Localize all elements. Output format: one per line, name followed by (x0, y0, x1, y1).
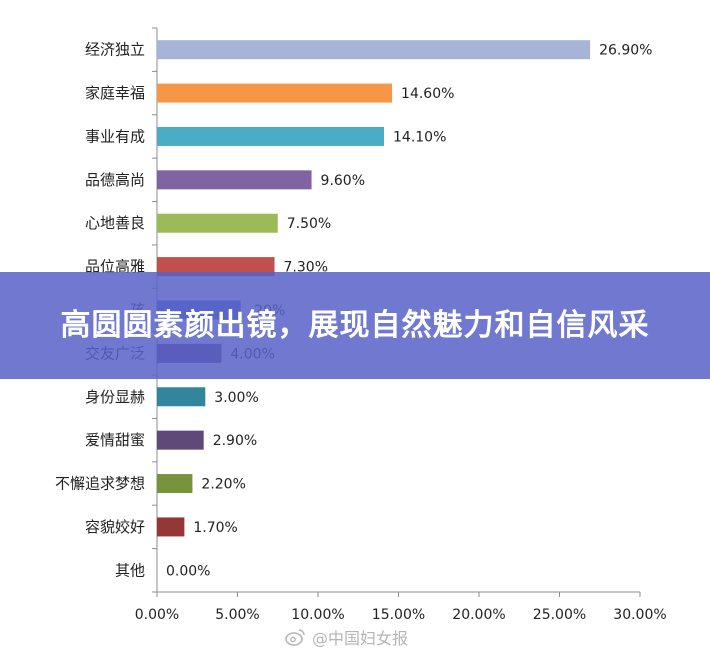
bar (157, 257, 275, 277)
data-label: 1.70% (193, 520, 237, 536)
data-label: 14.60% (401, 86, 454, 102)
category-label: 容貌姣好 (85, 518, 145, 536)
data-label: 7.30% (284, 260, 328, 276)
bar (157, 213, 278, 233)
category-label: 品位高雅 (85, 258, 145, 276)
category-label: 品德高尚 (85, 171, 145, 189)
bar (157, 474, 193, 494)
bar (157, 126, 385, 146)
category-label: 经济独立 (85, 41, 145, 59)
x-tick-label: 0.00% (135, 607, 179, 623)
category-label: 不懈追求梦想 (55, 475, 145, 493)
bar (157, 40, 591, 60)
data-label: 2.90% (213, 433, 257, 449)
banner-title: 高圆圆素颜出镜，展现自然魅力和自信风采 (60, 307, 650, 343)
data-label: 26.90% (599, 43, 652, 59)
bar (157, 387, 206, 407)
data-label: 14.10% (393, 129, 446, 145)
title-banner: 高圆圆素颜出镜，展现自然魅力和自信风采 (0, 272, 710, 379)
watermark: @中国妇女报 (284, 626, 408, 648)
data-label: 0.00% (166, 563, 210, 579)
category-label: 爱情甜蜜 (85, 431, 145, 449)
bar (157, 83, 393, 103)
category-label: 身份显赫 (85, 388, 145, 406)
bar (157, 430, 204, 450)
category-label: 心地善良 (85, 214, 145, 232)
x-tick-label: 25.00% (533, 607, 586, 623)
bar (157, 170, 312, 190)
watermark-text: @中国妇女报 (312, 629, 409, 648)
bar (157, 517, 185, 537)
data-label: 9.60% (321, 173, 365, 189)
data-label: 7.50% (287, 216, 331, 232)
x-tick-label: 20.00% (452, 607, 505, 623)
category-label: 其他 (115, 561, 145, 579)
category-label: 事业有成 (85, 127, 145, 145)
data-label: 2.20% (201, 477, 245, 493)
weibo-icon (284, 626, 306, 648)
x-tick-label: 5.00% (215, 607, 259, 623)
x-tick-label: 15.00% (372, 607, 425, 623)
x-tick-label: 30.00% (613, 607, 666, 623)
category-label: 家庭幸福 (85, 84, 145, 102)
data-label: 3.00% (214, 390, 258, 406)
x-tick-label: 10.00% (291, 607, 344, 623)
